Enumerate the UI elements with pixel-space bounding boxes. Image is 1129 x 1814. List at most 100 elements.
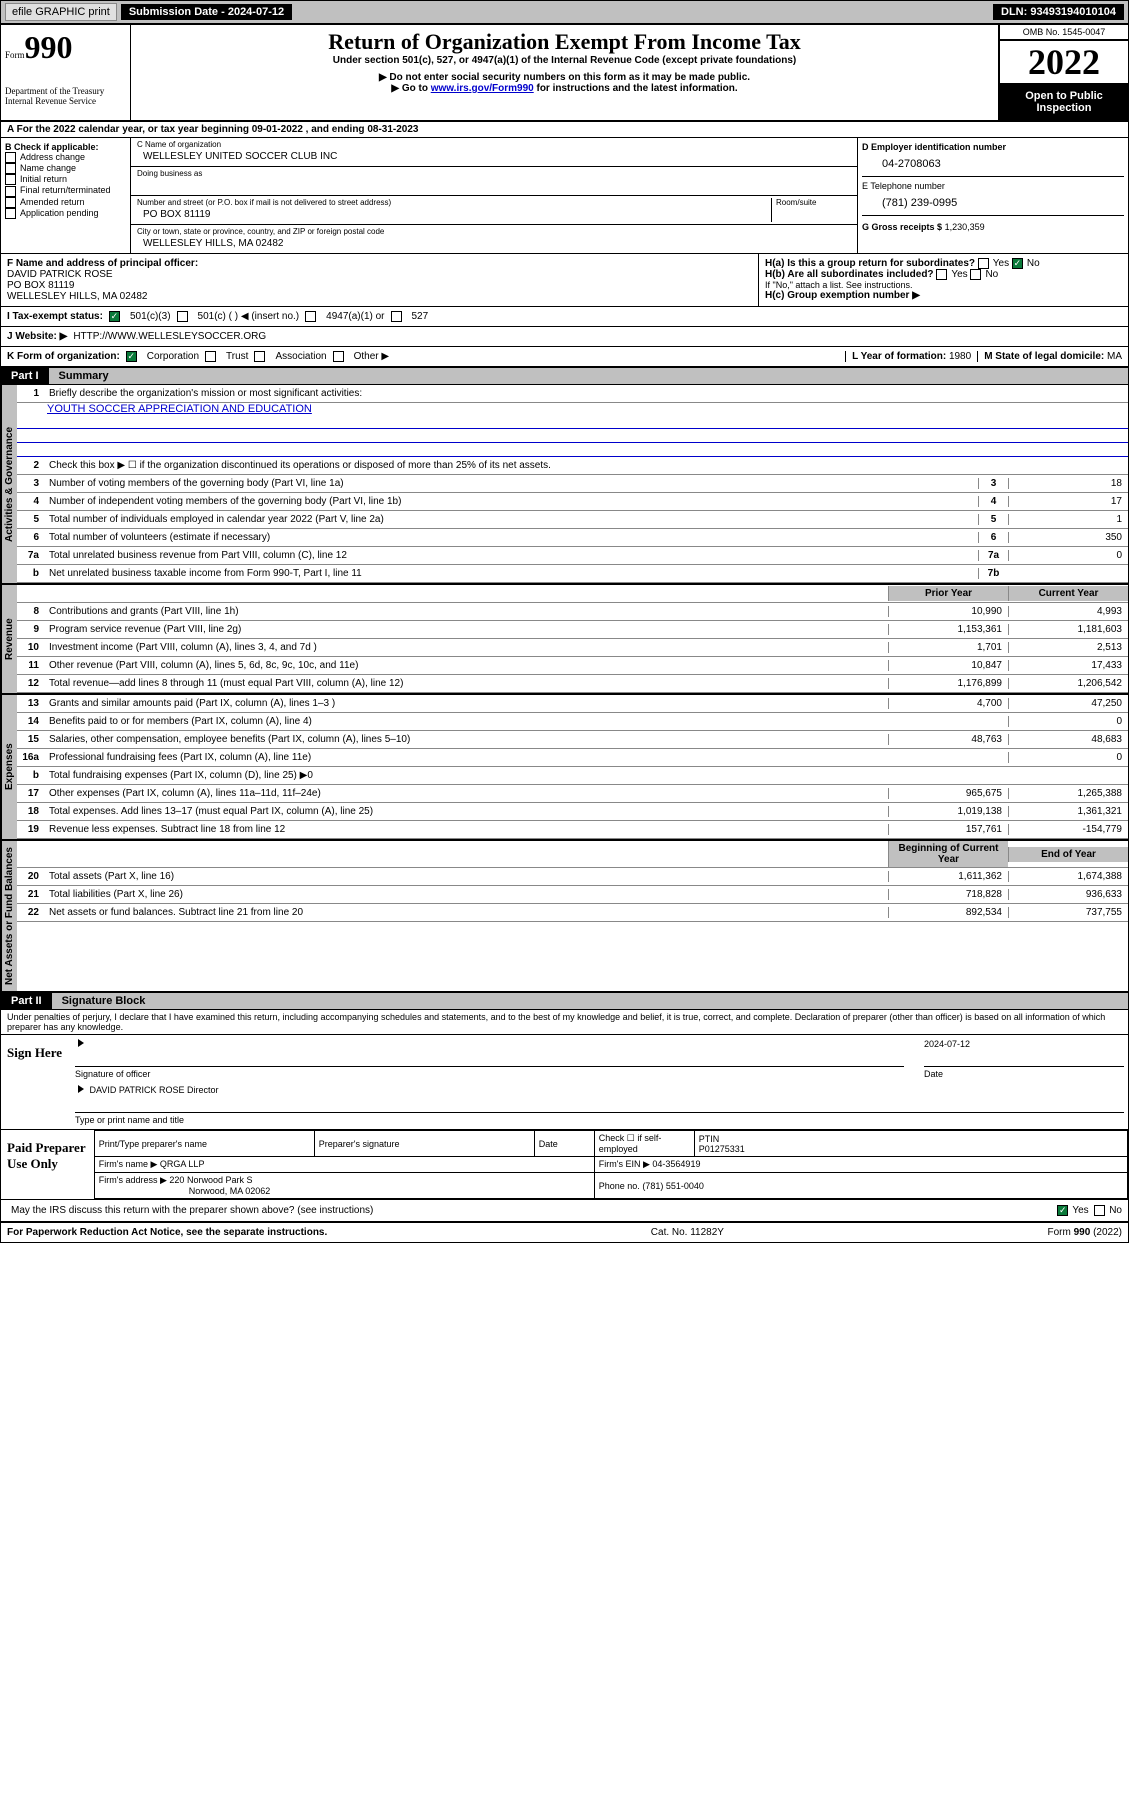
omb-number: OMB No. 1545-0047 (1000, 25, 1128, 40)
form-org-row: K Form of organization: Corporation Trus… (1, 347, 1128, 368)
state-domicile: MA (1107, 351, 1122, 362)
l15-prior: 48,763 (888, 734, 1008, 745)
form-footer: For Paperwork Reduction Act Notice, see … (1, 1223, 1128, 1242)
check-b-hdr: B Check if applicable: (5, 142, 126, 152)
cb-discuss-yes[interactable] (1057, 1205, 1068, 1216)
l10-cur: 2,513 (1008, 642, 1128, 653)
subtitle-2: ▶ Do not enter social security numbers o… (135, 72, 994, 83)
l15-cur: 48,683 (1008, 734, 1128, 745)
ein-value: 04-2708063 (862, 152, 1124, 176)
hb-note: If "No," attach a list. See instructions… (765, 280, 1122, 290)
dept-treasury: Department of the Treasury (5, 86, 126, 96)
cb-hb-yes[interactable] (936, 269, 947, 280)
cb-discuss-no[interactable] (1094, 1205, 1105, 1216)
firm-addr2: Norwood, MA 02062 (99, 1186, 271, 1196)
l10-prior: 1,701 (888, 642, 1008, 653)
part1-header: Part I Summary (1, 368, 1128, 385)
l12-prior: 1,176,899 (888, 678, 1008, 689)
side-label-rev: Revenue (1, 585, 17, 693)
ein-label: D Employer identification number (862, 142, 1124, 152)
officer-street: PO BOX 81119 (7, 280, 74, 291)
l22-prior: 892,534 (888, 907, 1008, 918)
l12-cur: 1,206,542 (1008, 678, 1128, 689)
l16a-cur: 0 (1008, 752, 1128, 763)
dln: DLN: 93493194010104 (993, 4, 1124, 20)
line3-val: 18 (1008, 478, 1128, 489)
form-ref: Form 990 (2022) (1048, 1227, 1122, 1238)
activities-governance-section: Activities & Governance 1Briefly describ… (1, 385, 1128, 585)
l13-cur: 47,250 (1008, 698, 1128, 709)
l11-cur: 17,433 (1008, 660, 1128, 671)
l9-cur: 1,181,603 (1008, 624, 1128, 635)
l18-cur: 1,361,321 (1008, 806, 1128, 817)
firm-phone: (781) 551-0040 (642, 1181, 704, 1191)
room-label: Room/suite (776, 198, 851, 207)
l19-prior: 157,761 (888, 824, 1008, 835)
l8-cur: 4,993 (1008, 606, 1128, 617)
website-value: HTTP://WWW.WELLESLEYSOCCER.ORG (73, 331, 266, 342)
paid-preparer-block: Paid Preparer Use Only Print/Type prepar… (1, 1130, 1128, 1200)
cb-assoc[interactable] (254, 351, 265, 362)
l13-prior: 4,700 (888, 698, 1008, 709)
top-system-bar: efile GRAPHIC print Submission Date - 20… (0, 0, 1129, 24)
website-row: J Website: ▶ HTTP://WWW.WELLESLEYSOCCER.… (1, 327, 1128, 347)
street-value: PO BOX 81119 (137, 207, 771, 222)
cb-final[interactable] (5, 186, 16, 197)
officer-city: WELLESLEY HILLS, MA 02482 (7, 291, 147, 302)
cb-527[interactable] (391, 311, 402, 322)
tel-label: E Telephone number (862, 176, 1124, 191)
cb-corp[interactable] (126, 351, 137, 362)
l9-prior: 1,153,361 (888, 624, 1008, 635)
l19-cur: -154,779 (1008, 824, 1128, 835)
cat-no: Cat. No. 11282Y (651, 1227, 724, 1238)
cb-trust[interactable] (205, 351, 216, 362)
officer-h-block: F Name and address of principal officer:… (1, 254, 1128, 307)
side-label-exp: Expenses (1, 695, 17, 839)
cb-addr-change[interactable] (5, 152, 16, 163)
sig-date: 2024-07-12 (924, 1039, 970, 1049)
entity-block: B Check if applicable: Address change Na… (1, 138, 1128, 254)
dba-label: Doing business as (137, 169, 851, 178)
cb-app-pending[interactable] (5, 208, 16, 219)
cb-hb-no[interactable] (970, 269, 981, 280)
form-title: Return of Organization Exempt From Incom… (135, 29, 994, 55)
revenue-section: Revenue Prior YearCurrent Year 8Contribu… (1, 585, 1128, 695)
gross-label: G Gross receipts $ (862, 222, 942, 232)
form-number: 990 (25, 29, 73, 65)
arrow-icon (78, 1085, 84, 1093)
cb-4947[interactable] (305, 311, 316, 322)
line7a-val: 0 (1008, 550, 1128, 561)
cb-name-change[interactable] (5, 163, 16, 174)
cb-amended[interactable] (5, 197, 16, 208)
net-assets-section: Net Assets or Fund Balances Beginning of… (1, 841, 1128, 993)
cb-other[interactable] (333, 351, 344, 362)
cb-501c[interactable] (177, 311, 188, 322)
cb-ha-no[interactable] (1012, 258, 1023, 269)
officer-name: DAVID PATRICK ROSE (7, 269, 113, 280)
cb-501c3[interactable] (109, 311, 120, 322)
cb-ha-yes[interactable] (978, 258, 989, 269)
arrow-icon (78, 1039, 84, 1047)
officer-print-name: DAVID PATRICK ROSE Director (90, 1085, 219, 1095)
irs-link[interactable]: www.irs.gov/Form990 (431, 83, 534, 94)
hc-label: H(c) Group exemption number ▶ (765, 290, 920, 301)
submission-date: Submission Date - 2024-07-12 (121, 4, 292, 20)
expenses-section: Expenses 13Grants and similar amounts pa… (1, 695, 1128, 841)
efile-btn[interactable]: efile GRAPHIC print (5, 3, 117, 21)
firm-ein: 04-3564919 (652, 1159, 700, 1169)
form-header: Form990 Department of the Treasury Inter… (1, 25, 1128, 122)
line4-val: 17 (1008, 496, 1128, 507)
form-word: Form (5, 50, 25, 60)
l11-prior: 10,847 (888, 660, 1008, 671)
tax-exempt-row: I Tax-exempt status: 501(c)(3) 501(c) ( … (1, 307, 1128, 327)
cb-initial[interactable] (5, 174, 16, 185)
subtitle-1: Under section 501(c), 527, or 4947(a)(1)… (135, 55, 994, 66)
ptin-value: P01275331 (699, 1144, 745, 1154)
l20-cur: 1,674,388 (1008, 871, 1128, 882)
l18-prior: 1,019,138 (888, 806, 1008, 817)
year-formation: 1980 (949, 351, 971, 362)
discuss-row: May the IRS discuss this return with the… (1, 1200, 1128, 1223)
mission-text: YOUTH SOCCER APPRECIATION AND EDUCATION (17, 403, 1128, 415)
l8-prior: 10,990 (888, 606, 1008, 617)
city-label: City or town, state or province, country… (137, 227, 851, 236)
